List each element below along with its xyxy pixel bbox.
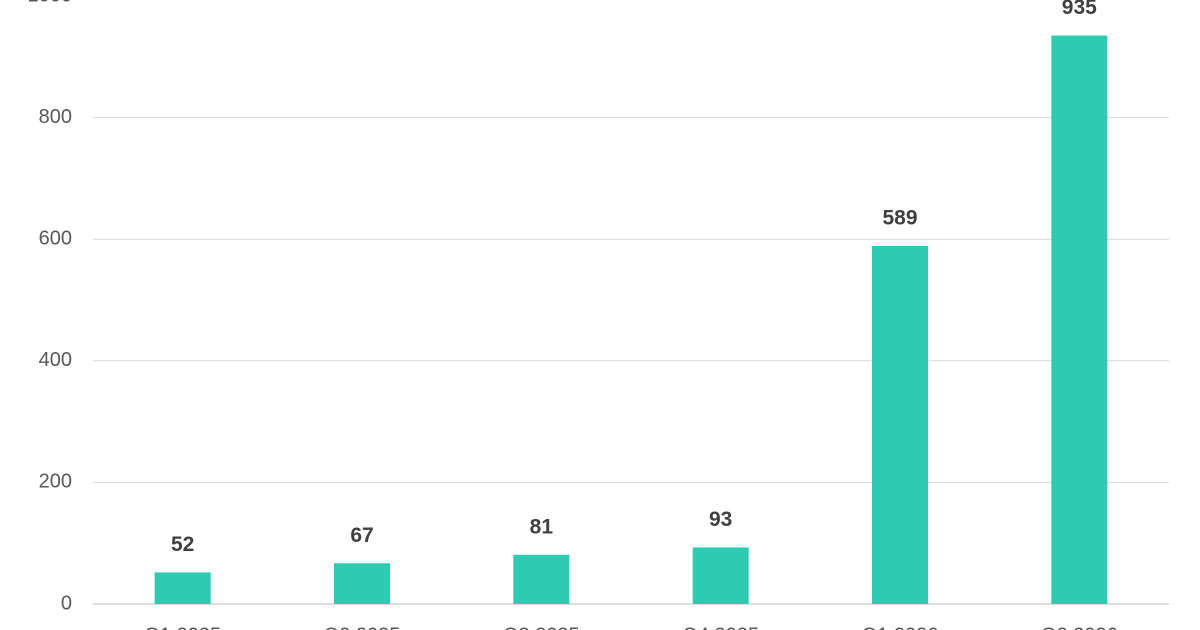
y-tick-label: 600 bbox=[39, 227, 72, 249]
y-tick-label: 200 bbox=[39, 471, 72, 493]
bar bbox=[154, 572, 211, 604]
bar bbox=[334, 563, 390, 604]
x-tick-label: Q3 2025 bbox=[503, 624, 580, 630]
x-tick-label: Q1 2025 bbox=[144, 624, 221, 630]
x-tick-label: Q2 2025 bbox=[324, 624, 401, 630]
x-tick-label: Q4 2025 bbox=[682, 624, 759, 630]
value-label: 52 bbox=[171, 533, 194, 556]
value-label: 81 bbox=[530, 515, 554, 538]
y-tick-label: 400 bbox=[39, 349, 72, 371]
x-tick-label: Q2 2026 bbox=[1041, 624, 1118, 630]
value-label: 589 bbox=[882, 206, 917, 229]
x-tick-label: Q1 2026 bbox=[862, 624, 939, 630]
y-tick-label: 1000 bbox=[28, 0, 73, 6]
bar bbox=[513, 554, 570, 604]
y-tick-label: 0 bbox=[61, 592, 72, 614]
value-label: 67 bbox=[350, 524, 373, 547]
y-tick-label: 800 bbox=[39, 106, 72, 128]
bar bbox=[692, 547, 749, 604]
bar bbox=[1051, 35, 1108, 604]
value-label: 93 bbox=[709, 508, 732, 531]
bar bbox=[872, 245, 928, 604]
value-label: 935 bbox=[1062, 0, 1097, 19]
